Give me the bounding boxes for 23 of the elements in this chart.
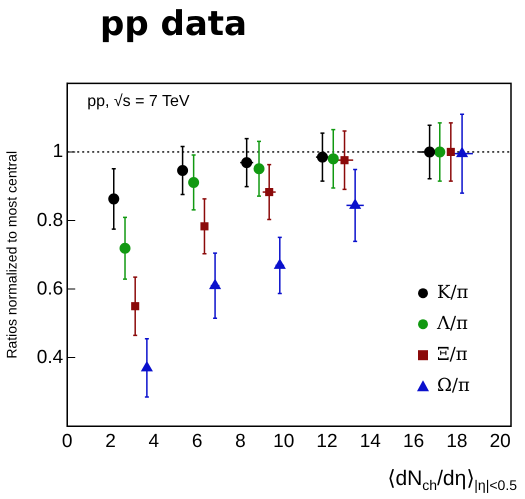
y-tick-label: 0.8 [36, 210, 64, 231]
legend-label: Ω/π [437, 374, 470, 396]
chart-title: pp data [100, 4, 247, 44]
x-tick-label: 2 [105, 430, 116, 452]
x-tick-label: 16 [403, 430, 424, 452]
annotation: pp, √s = 7 TeV [87, 92, 190, 110]
x-tick-label: 6 [192, 430, 202, 452]
x-tick-label: 12 [316, 430, 338, 452]
x-tick-label: 4 [148, 430, 160, 452]
x-tick-label: 0 [62, 430, 72, 452]
x-tick-label: 14 [360, 430, 382, 452]
x-axis-title: ⟨dN$_{ch}$/dη⟩$_{|η|<0.5}$ [387, 466, 517, 494]
y-tick-label: 0.6 [36, 278, 64, 300]
x-tick-label: 8 [235, 430, 246, 452]
y-axis-title: Ratios normalized to most central [3, 150, 20, 359]
x-tick-label: 10 [273, 430, 294, 452]
x-tick-label: 18 [446, 430, 468, 452]
legend-label: Λ/π [436, 312, 468, 334]
legend-label: Ξ/π [437, 344, 468, 365]
y-tick-label: 1 [52, 141, 64, 162]
x-tick-label: 20 [490, 430, 511, 452]
y-tick-label: 0.4 [36, 346, 64, 368]
legend-label: K/π [437, 282, 469, 303]
